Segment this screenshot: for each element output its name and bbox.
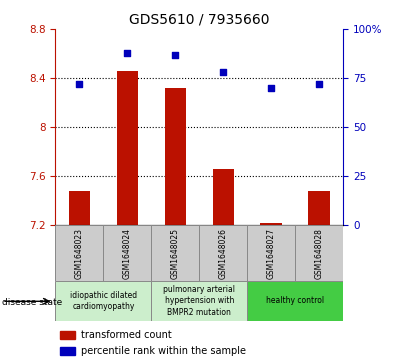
Bar — [104, 225, 151, 281]
Bar — [199, 225, 247, 281]
Bar — [247, 281, 343, 321]
Point — [316, 81, 323, 87]
Point — [220, 69, 226, 75]
Title: GDS5610 / 7935660: GDS5610 / 7935660 — [129, 12, 270, 26]
Text: GSM1648028: GSM1648028 — [315, 228, 324, 279]
Text: healthy control: healthy control — [266, 297, 324, 305]
Text: GSM1648023: GSM1648023 — [75, 228, 84, 279]
Bar — [60, 331, 75, 339]
Bar — [212, 169, 234, 225]
Text: pulmonary arterial
hypertension with
BMPR2 mutation: pulmonary arterial hypertension with BMP… — [163, 285, 236, 317]
Bar — [295, 225, 343, 281]
Point — [124, 50, 131, 56]
Point — [172, 52, 179, 57]
Bar — [151, 281, 247, 321]
Bar — [55, 281, 151, 321]
Bar — [117, 71, 138, 225]
Text: GSM1648027: GSM1648027 — [267, 228, 276, 279]
Bar — [261, 223, 282, 225]
Point — [76, 81, 83, 87]
Bar — [308, 191, 330, 225]
Text: transformed count: transformed count — [81, 330, 172, 340]
Bar — [60, 347, 75, 355]
Bar — [55, 225, 104, 281]
Text: GSM1648024: GSM1648024 — [123, 228, 132, 279]
Text: disease state: disease state — [2, 298, 62, 306]
Text: GSM1648025: GSM1648025 — [171, 228, 180, 279]
Bar — [164, 88, 186, 225]
Text: GSM1648026: GSM1648026 — [219, 228, 228, 279]
Point — [268, 85, 275, 91]
Bar — [247, 225, 295, 281]
Text: idiopathic dilated
cardiomyopathy: idiopathic dilated cardiomyopathy — [70, 291, 137, 311]
Bar — [151, 225, 199, 281]
Text: percentile rank within the sample: percentile rank within the sample — [81, 346, 246, 356]
Bar — [69, 191, 90, 225]
